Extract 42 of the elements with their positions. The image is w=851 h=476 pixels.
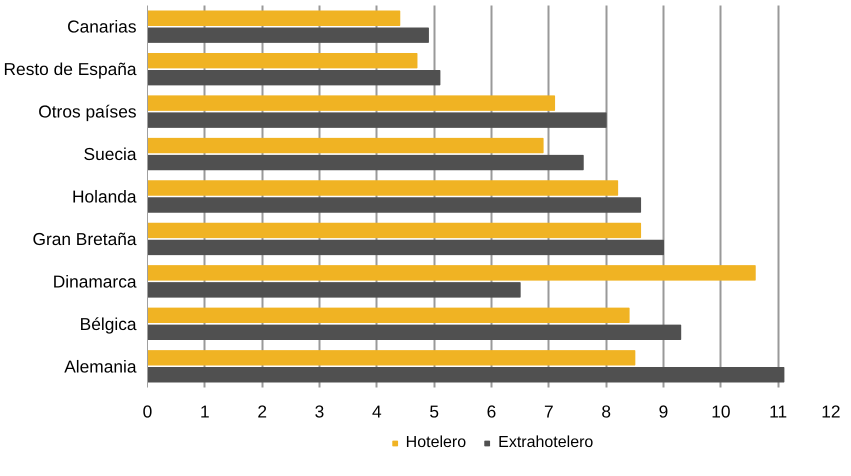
legend-label: Extrahotelero	[498, 434, 594, 452]
x-tick-label: 4	[372, 402, 382, 422]
bar	[148, 197, 642, 213]
bar	[148, 10, 400, 26]
bar	[148, 222, 642, 238]
x-tick-label: 7	[544, 402, 554, 422]
x-tick-label: 8	[601, 402, 611, 422]
x-tick-label: 0	[142, 402, 152, 422]
bar	[148, 27, 429, 43]
bar	[148, 265, 756, 281]
y-tick-label: Holanda	[72, 186, 137, 206]
bar	[148, 308, 630, 324]
y-tick-label: Gran Bretaña	[32, 228, 137, 249]
y-tick-label: Otros países	[38, 102, 137, 122]
bar	[148, 95, 556, 111]
bar	[148, 112, 607, 128]
bar	[148, 138, 544, 154]
bar	[148, 367, 784, 382]
bar	[148, 70, 440, 86]
legend-label: Hotelero	[406, 434, 466, 452]
bar	[148, 324, 682, 340]
x-tick-label: 12	[821, 402, 841, 422]
bar	[148, 350, 636, 366]
bar	[148, 240, 664, 256]
bar	[148, 52, 418, 68]
y-tick-label: Suecia	[84, 144, 137, 164]
bar	[148, 180, 618, 196]
y-tick-label: Resto de España	[4, 59, 137, 80]
bar	[148, 154, 584, 170]
x-tick-label: 11	[769, 402, 788, 422]
x-tick-label: 6	[486, 402, 496, 422]
x-tick-label: 5	[429, 402, 439, 422]
x-tick-label: 10	[711, 402, 730, 422]
x-tick-label: 2	[257, 402, 267, 422]
y-tick-label: Alemania	[64, 356, 137, 376]
x-tick-label: 9	[658, 402, 668, 422]
y-tick-label: Canarias	[67, 16, 137, 37]
x-tick-label: 3	[314, 402, 324, 422]
y-tick-label: Bélgica	[80, 314, 137, 334]
y-tick-label: Dinamarca	[52, 271, 137, 292]
x-tick-label: 1	[200, 402, 210, 422]
bar	[148, 282, 521, 298]
